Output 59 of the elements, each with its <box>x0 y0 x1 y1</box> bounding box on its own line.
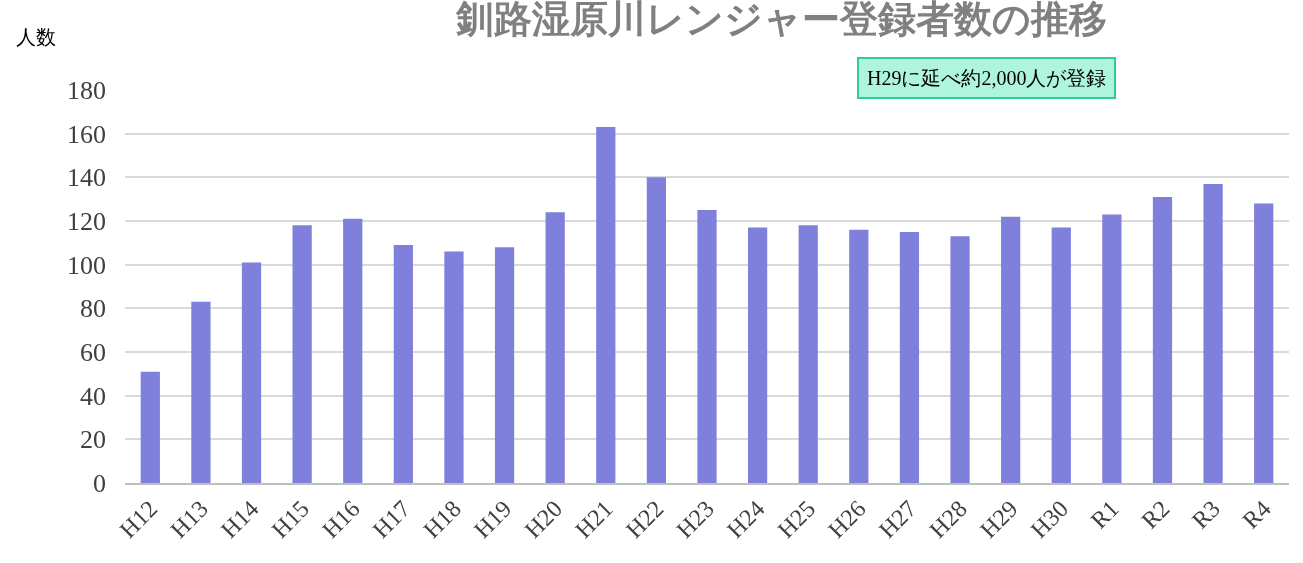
text: H29に延べ約2,000人が登録 <box>867 67 1107 89</box>
x-tick-label: H18 <box>418 495 466 544</box>
x-tick-label: H25 <box>772 495 821 544</box>
bar <box>747 227 768 483</box>
x-tick-label: H17 <box>367 495 416 544</box>
bar <box>950 236 970 483</box>
y-tick-label: 20 <box>80 425 106 455</box>
x-tick-label: H16 <box>317 495 365 544</box>
x-tick-label: H26 <box>823 495 871 544</box>
chart-title: 釧路湿原川レンジャー登録者数の推移 <box>455 0 1108 42</box>
bar <box>1254 203 1274 483</box>
y-tick-label: 80 <box>80 294 106 324</box>
x-tick-label: H30 <box>1025 495 1074 544</box>
x-tick-label: H22 <box>620 495 669 544</box>
bar <box>241 262 262 483</box>
bar <box>292 225 312 483</box>
bar <box>545 212 565 483</box>
x-tick-label: H23 <box>671 495 720 544</box>
y-tick-label: 120 <box>67 207 106 237</box>
x-tick-label: H19 <box>468 495 517 544</box>
x-tick-label: H15 <box>266 495 315 544</box>
x-tick-label: H28 <box>924 495 973 544</box>
bar <box>494 247 515 483</box>
bar <box>849 229 869 483</box>
bar <box>140 371 160 483</box>
x-tick-label: R4 <box>1237 495 1276 534</box>
bar <box>343 218 363 483</box>
x-tick-label: R1 <box>1085 495 1124 534</box>
bar <box>596 127 616 483</box>
bar <box>1203 183 1223 483</box>
bar <box>899 231 920 483</box>
bar <box>1102 214 1122 483</box>
x-tick-label: H12 <box>114 495 163 544</box>
x-tick-label: R2 <box>1136 495 1175 534</box>
bar <box>1152 196 1173 483</box>
x-tick-label: H29 <box>975 495 1023 544</box>
y-tick-label: 40 <box>80 381 106 411</box>
y-tick-label: 0 <box>93 469 106 499</box>
bar <box>1051 227 1071 483</box>
bar <box>1001 216 1021 483</box>
x-tick-label: H24 <box>722 495 770 544</box>
x-tick-label: H13 <box>165 495 213 544</box>
y-tick-label: 160 <box>67 119 106 149</box>
y-axis-title: 人数 <box>16 25 56 49</box>
y-tick-label: 140 <box>67 163 106 193</box>
bar <box>646 177 667 483</box>
x-tick-label: H27 <box>873 495 922 544</box>
x-tick-label: H21 <box>570 495 618 544</box>
x-tick-label: H14 <box>215 495 264 544</box>
y-tick-label: 100 <box>67 250 106 280</box>
bar <box>444 251 464 483</box>
bar <box>798 225 818 483</box>
y-tick-label: 60 <box>80 338 106 368</box>
bar <box>191 301 211 483</box>
x-tick-label: H20 <box>519 495 568 544</box>
x-tick-label: R3 <box>1186 495 1226 534</box>
y-tick-label: 180 <box>67 76 106 106</box>
bar <box>393 245 413 483</box>
bar <box>697 210 717 483</box>
